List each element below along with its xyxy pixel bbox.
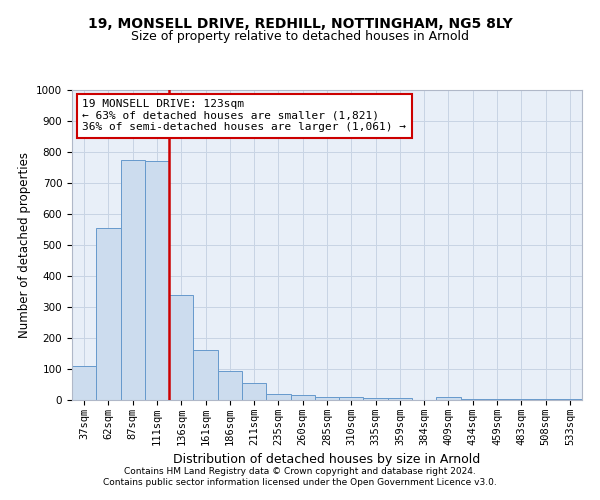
Bar [96, 228, 121, 400]
Bar [558, 399, 582, 400]
Bar [169, 294, 193, 400]
Text: Size of property relative to detached houses in Arnold: Size of property relative to detached ho… [131, 30, 469, 43]
Bar [242, 383, 266, 400]
Bar [339, 397, 364, 400]
Bar [509, 399, 533, 400]
X-axis label: Distribution of detached houses by size in Arnold: Distribution of detached houses by size … [173, 454, 481, 466]
Bar [436, 397, 461, 400]
Text: 19 MONSELL DRIVE: 123sqm
← 63% of detached houses are smaller (1,821)
36% of sem: 19 MONSELL DRIVE: 123sqm ← 63% of detach… [82, 100, 406, 132]
Text: 19, MONSELL DRIVE, REDHILL, NOTTINGHAM, NG5 8LY: 19, MONSELL DRIVE, REDHILL, NOTTINGHAM, … [88, 18, 512, 32]
Bar [193, 350, 218, 400]
Bar [290, 396, 315, 400]
Bar [461, 399, 485, 400]
Bar [266, 394, 290, 400]
Bar [121, 160, 145, 400]
Bar [145, 162, 169, 400]
Y-axis label: Number of detached properties: Number of detached properties [17, 152, 31, 338]
Text: Contains HM Land Registry data © Crown copyright and database right 2024.: Contains HM Land Registry data © Crown c… [124, 467, 476, 476]
Bar [485, 399, 509, 400]
Bar [364, 398, 388, 400]
Bar [533, 399, 558, 400]
Text: Contains public sector information licensed under the Open Government Licence v3: Contains public sector information licen… [103, 478, 497, 487]
Bar [388, 398, 412, 400]
Bar [218, 370, 242, 400]
Bar [315, 397, 339, 400]
Bar [72, 366, 96, 400]
